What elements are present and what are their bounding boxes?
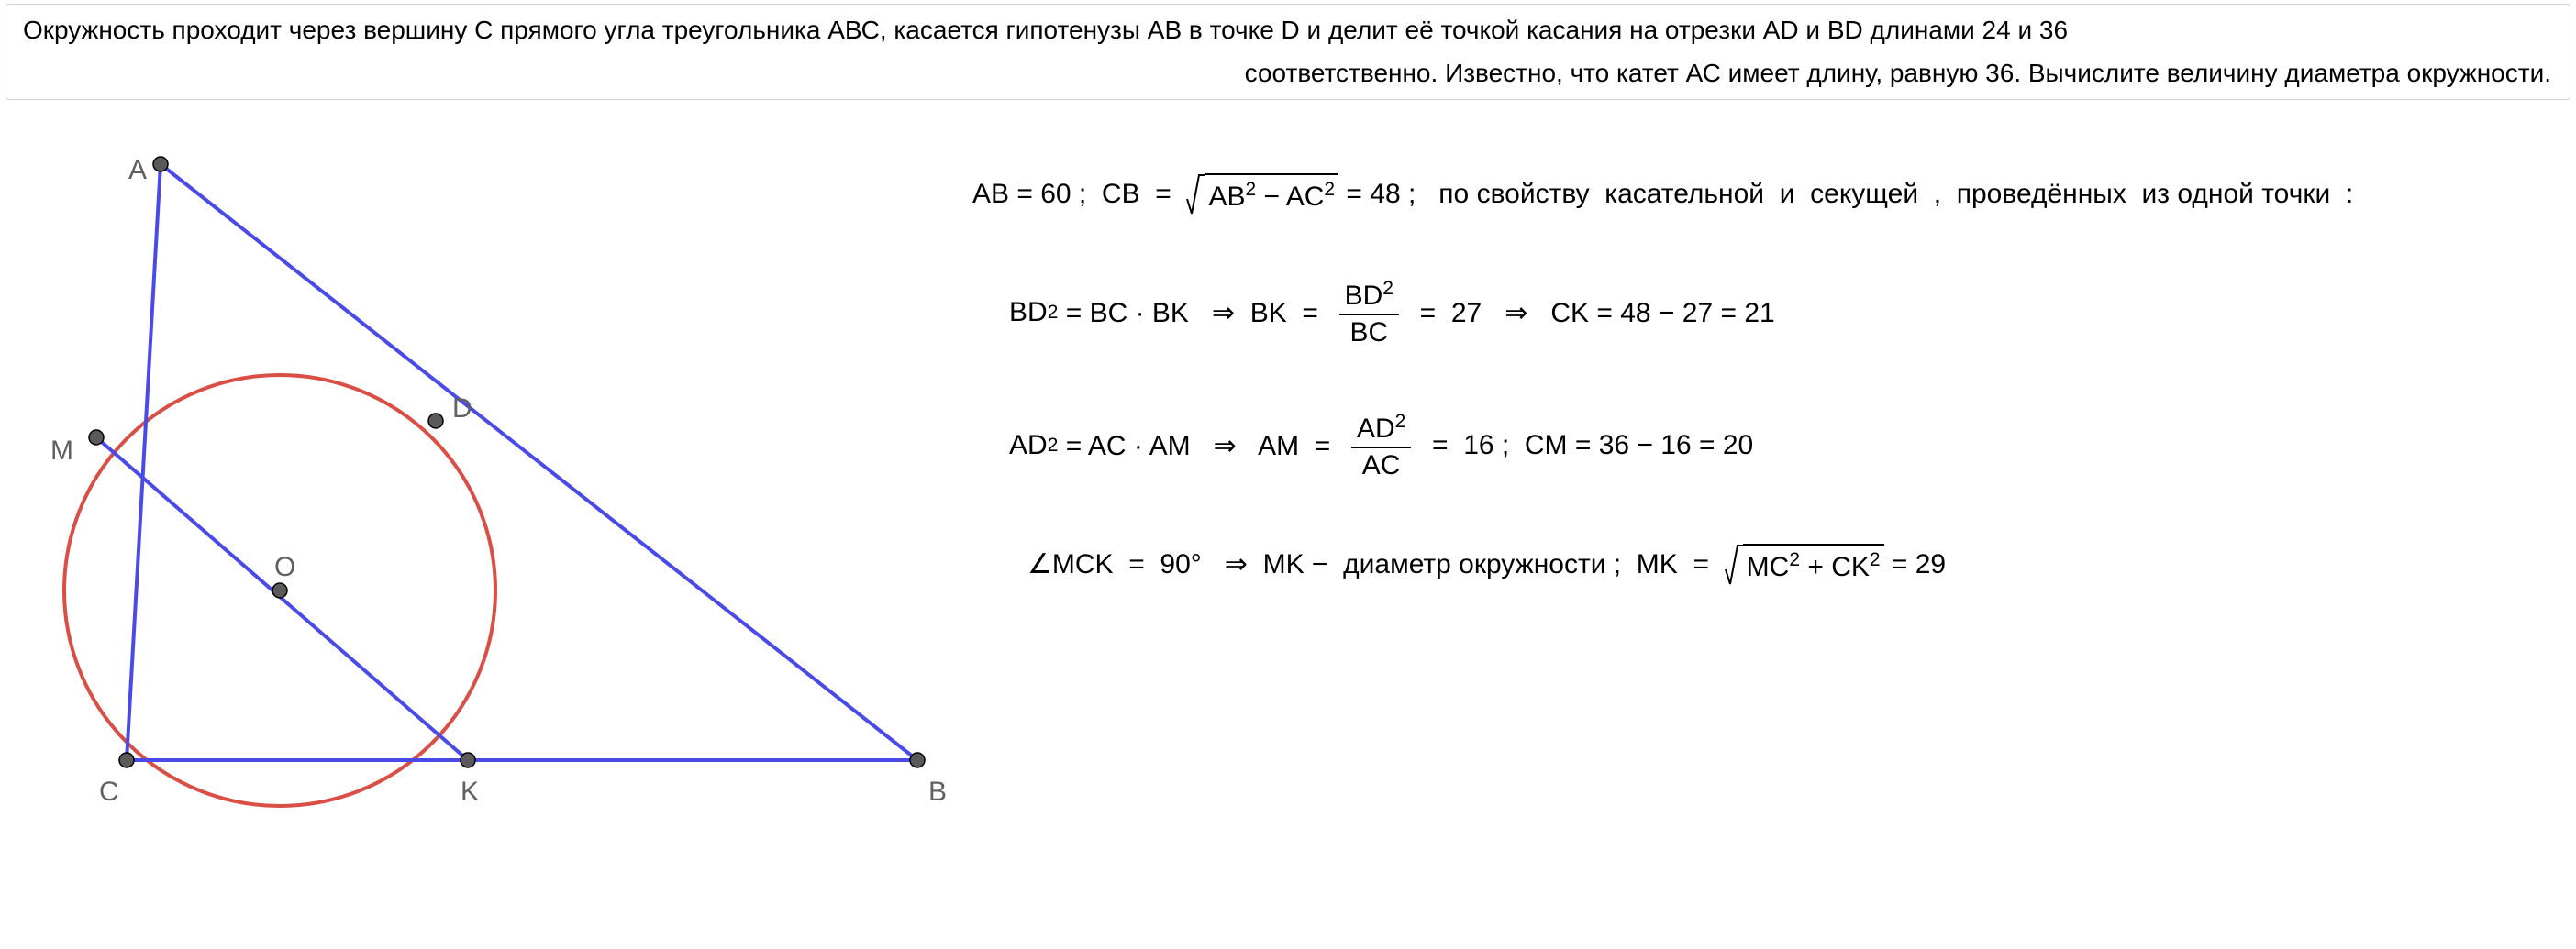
sup2: 2 — [1048, 302, 1059, 324]
l2-den: BC — [1344, 315, 1393, 348]
solution-line-4: ∠MCK = 90° ⇒ MK − диаметр окружности ; M… — [972, 544, 2576, 586]
l3-num: AD — [1357, 414, 1395, 444]
sup2: 2 — [1382, 278, 1393, 299]
sqrt-icon: AB2 − AC2 — [1186, 173, 1338, 215]
l2-mid: = BC · BK ⇒ BK = — [1058, 297, 1333, 329]
l1-sqrt-b: − AC — [1256, 182, 1324, 212]
sup2: 2 — [1245, 179, 1256, 200]
point-label-O: O — [274, 552, 295, 583]
point-label-A: A — [128, 155, 147, 186]
fraction: BD2 BC — [1339, 278, 1399, 348]
geometry-diagram: A M D O C K B — [0, 118, 972, 852]
sqrt-icon: MC2 + CK2 — [1725, 544, 1884, 586]
l2-post: = 27 ⇒ CK = 48 − 27 = 21 — [1405, 297, 1775, 329]
sup2: 2 — [1395, 411, 1406, 432]
point-label-B: B — [928, 777, 947, 808]
l4-sqrt-b: + CK — [1800, 552, 1870, 582]
sup2: 2 — [1324, 179, 1335, 200]
point-label-D: D — [452, 393, 472, 425]
point-label-K: K — [461, 777, 479, 808]
solution-line-1: AB = 60 ; CB = AB2 − AC2 = 48 ; по свойс… — [972, 173, 2576, 215]
l4-pre: ∠MCK = 90° ⇒ MK − диаметр окружности ; M… — [1027, 548, 1725, 580]
content-row: AMDOCKB AB = 60 ; CB = AB2 − AC2 = 48 ; … — [0, 118, 2576, 852]
l3-post: = 16 ; CM = 36 − 16 = 20 — [1416, 430, 1753, 461]
sup2: 2 — [1789, 549, 1800, 570]
point-label-C: C — [99, 777, 119, 808]
sup2: 2 — [1048, 435, 1059, 457]
l1-pre: AB = 60 ; CB = — [972, 179, 1186, 210]
problem-statement: Окружность проходит через вершину С прям… — [6, 4, 2570, 100]
l3-mid: = AC · AM ⇒ AM = — [1058, 430, 1346, 462]
solution-line-3: AD2 = AC · AM ⇒ AM = AD2 AC = 16 ; CM = … — [972, 411, 2576, 481]
point-label-M: M — [50, 436, 73, 467]
solution-line-2: BD2 = BC · BK ⇒ BK = BD2 BC = 27 ⇒ CK = … — [972, 278, 2576, 348]
l3-den: AC — [1357, 448, 1406, 481]
l1-sqrt-a: AB — [1208, 182, 1245, 212]
diagram-svg — [0, 118, 972, 852]
l4-post: = 29 — [1884, 549, 1947, 580]
problem-line-2: соответственно. Известно, что катет АС и… — [23, 53, 2553, 93]
sup2: 2 — [1870, 549, 1881, 570]
l2-num: BD — [1345, 281, 1383, 311]
l1-post: = 48 ; по свойству касательной и секущей… — [1338, 179, 2353, 210]
l4-sqrt-a: MC — [1747, 552, 1790, 582]
problem-line-1: Окружность проходит через вершину С прям… — [23, 10, 2553, 50]
fraction: AD2 AC — [1351, 411, 1411, 481]
solution-formulas: AB = 60 ; CB = AB2 − AC2 = 48 ; по свойс… — [972, 118, 2576, 852]
l2-bd: BD — [1009, 297, 1048, 328]
l3-ad: AD — [1009, 430, 1048, 461]
